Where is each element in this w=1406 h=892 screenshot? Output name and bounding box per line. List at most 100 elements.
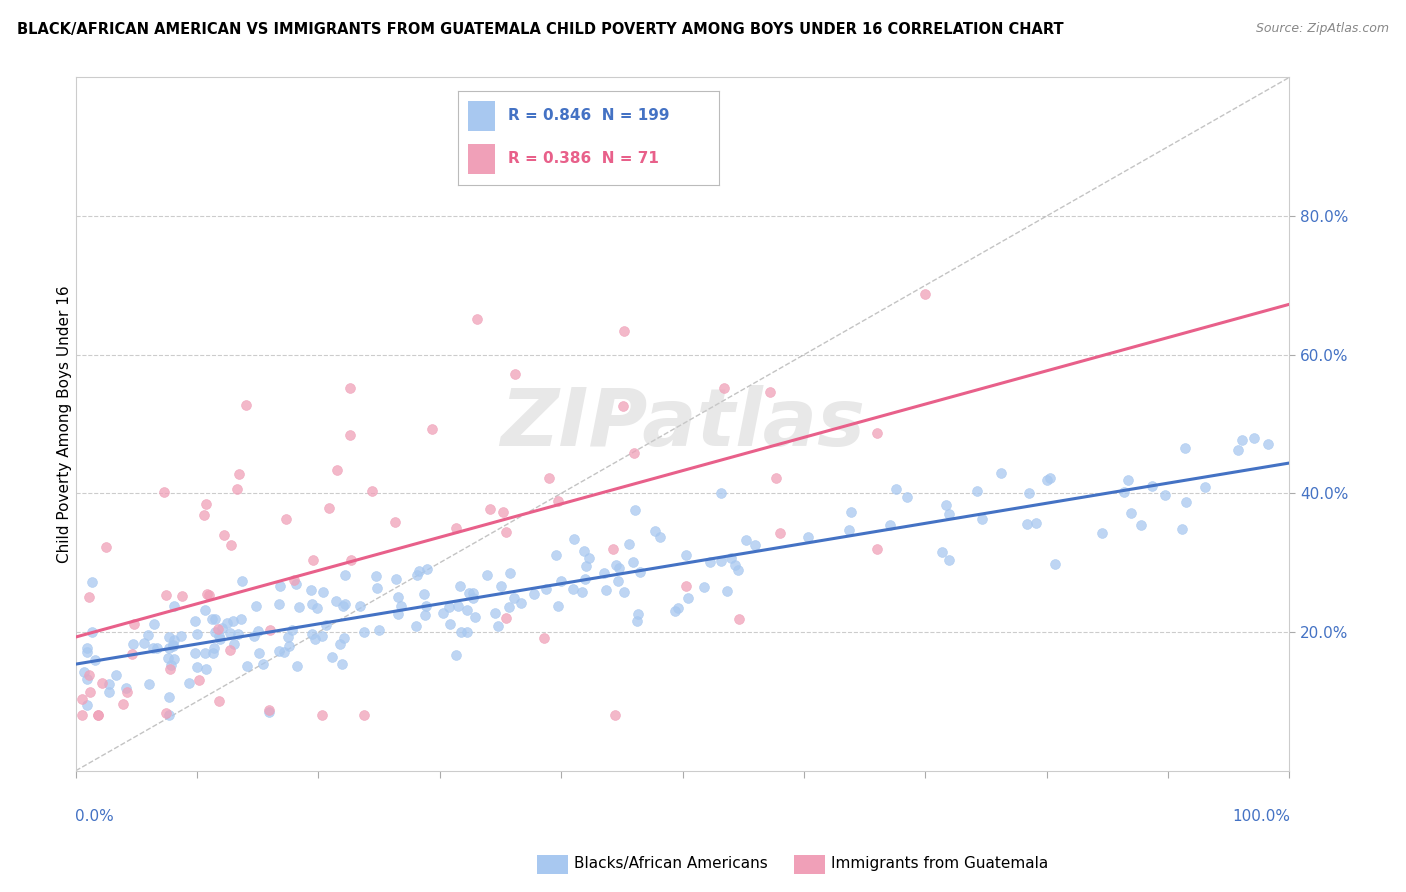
Point (87, 708, 110, 723)
Point (444, 648, 467, 663)
Point (157, 630, 180, 644)
Point (602, 542, 624, 557)
Point (157, 708, 180, 723)
Point (335, 597, 357, 611)
Point (142, 641, 165, 656)
Point (389, 599, 412, 613)
Point (1091, 526, 1114, 541)
Point (970, 511, 993, 525)
Point (477, 568, 499, 582)
Point (257, 703, 280, 717)
Point (162, 639, 184, 653)
Point (242, 629, 264, 643)
Point (186, 627, 208, 641)
Point (478, 502, 501, 516)
Point (623, 445, 645, 459)
Point (193, 508, 215, 522)
Point (156, 651, 179, 665)
Point (215, 615, 238, 630)
Point (283, 573, 305, 587)
Point (1230, 433, 1253, 447)
Point (938, 553, 960, 567)
Point (111, 697, 134, 711)
Point (533, 631, 555, 645)
Point (1119, 506, 1142, 520)
Point (76, 673, 98, 687)
Point (384, 572, 406, 586)
Point (758, 384, 780, 399)
Point (866, 541, 889, 556)
Point (966, 484, 988, 499)
Point (463, 591, 485, 605)
Point (449, 579, 471, 593)
Point (595, 583, 617, 598)
Point (914, 287, 936, 301)
Point (612, 399, 634, 413)
Point (269, 579, 291, 593)
Point (188, 673, 211, 687)
Point (607, 574, 630, 588)
Point (98, 677, 121, 691)
Point (332, 599, 354, 613)
Point (155, 588, 177, 602)
Point (491, 579, 513, 593)
Point (456, 602, 478, 616)
Point (387, 607, 409, 621)
Point (315, 618, 337, 632)
Point (339, 428, 361, 442)
Point (866, 425, 889, 440)
Point (1227, 443, 1250, 458)
Text: Blacks/African Americans: Blacks/African Americans (574, 856, 768, 871)
Point (70, 692, 93, 706)
Point (1112, 484, 1135, 499)
Point (80, 574, 103, 589)
Point (311, 585, 333, 599)
Point (311, 708, 333, 723)
Point (163, 652, 186, 666)
Point (447, 599, 470, 614)
Point (218, 643, 240, 657)
Point (1043, 557, 1066, 571)
Point (299, 582, 322, 597)
Point (547, 493, 569, 508)
Point (450, 624, 472, 639)
Point (713, 381, 735, 395)
Point (325, 594, 347, 608)
Text: 100.0%: 100.0% (1233, 809, 1291, 824)
Point (1257, 437, 1279, 451)
Point (146, 641, 169, 656)
Point (349, 599, 371, 613)
Point (247, 624, 270, 638)
Point (628, 565, 651, 579)
Text: 0.0%: 0.0% (75, 809, 114, 824)
Point (208, 694, 231, 708)
Point (675, 548, 697, 562)
Point (1171, 522, 1194, 536)
Point (769, 526, 792, 541)
Point (76, 644, 98, 658)
Point (94, 540, 117, 554)
Point (201, 646, 224, 660)
Point (444, 521, 467, 535)
Point (274, 512, 297, 526)
Point (79, 685, 101, 699)
Point (624, 503, 647, 517)
Point (619, 537, 641, 551)
Point (211, 621, 233, 635)
Point (935, 499, 957, 513)
Point (879, 517, 901, 532)
Point (326, 462, 349, 476)
Point (458, 586, 481, 600)
Point (82, 625, 104, 640)
Point (990, 466, 1012, 480)
Point (202, 640, 225, 655)
Point (208, 629, 231, 643)
Text: Immigrants from Guatemala: Immigrants from Guatemala (831, 856, 1049, 871)
Point (218, 626, 240, 640)
Point (195, 587, 218, 601)
Point (675, 579, 697, 593)
Point (495, 611, 517, 625)
Point (510, 597, 533, 611)
Point (229, 612, 252, 626)
Point (91, 676, 114, 690)
